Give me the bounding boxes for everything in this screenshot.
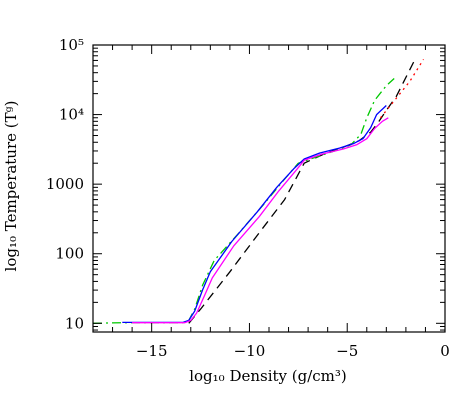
series-line-1 <box>379 59 425 119</box>
y-tick-label: 1000 <box>46 175 84 193</box>
series-line-0 <box>188 57 417 324</box>
x-tick-label: −10 <box>234 342 266 360</box>
y-tick-label: 100 <box>55 245 84 263</box>
axes <box>92 44 446 333</box>
x-tick-label: −5 <box>336 342 358 360</box>
x-tick-label: −15 <box>136 342 168 360</box>
y-axis-label: log₁₀ Temperature (Tᵍ) <box>2 101 20 272</box>
series-line-4 <box>132 117 389 324</box>
x-axis-label: log₁₀ Density (g/cm³) <box>189 367 347 385</box>
plot-frame <box>92 44 446 333</box>
y-tick-label: 10⁵ <box>59 36 84 54</box>
y-tick-label: 10 <box>65 314 84 332</box>
tick-labels: −15 −10 −5 0 10 100 1000 10⁴ 10⁵ <box>46 36 450 360</box>
series-line-2 <box>92 78 395 324</box>
y-tick-label: 10⁴ <box>59 106 84 124</box>
plot-lines <box>92 57 425 324</box>
x-tick-label: 0 <box>440 342 450 360</box>
series-line-3 <box>122 105 387 324</box>
